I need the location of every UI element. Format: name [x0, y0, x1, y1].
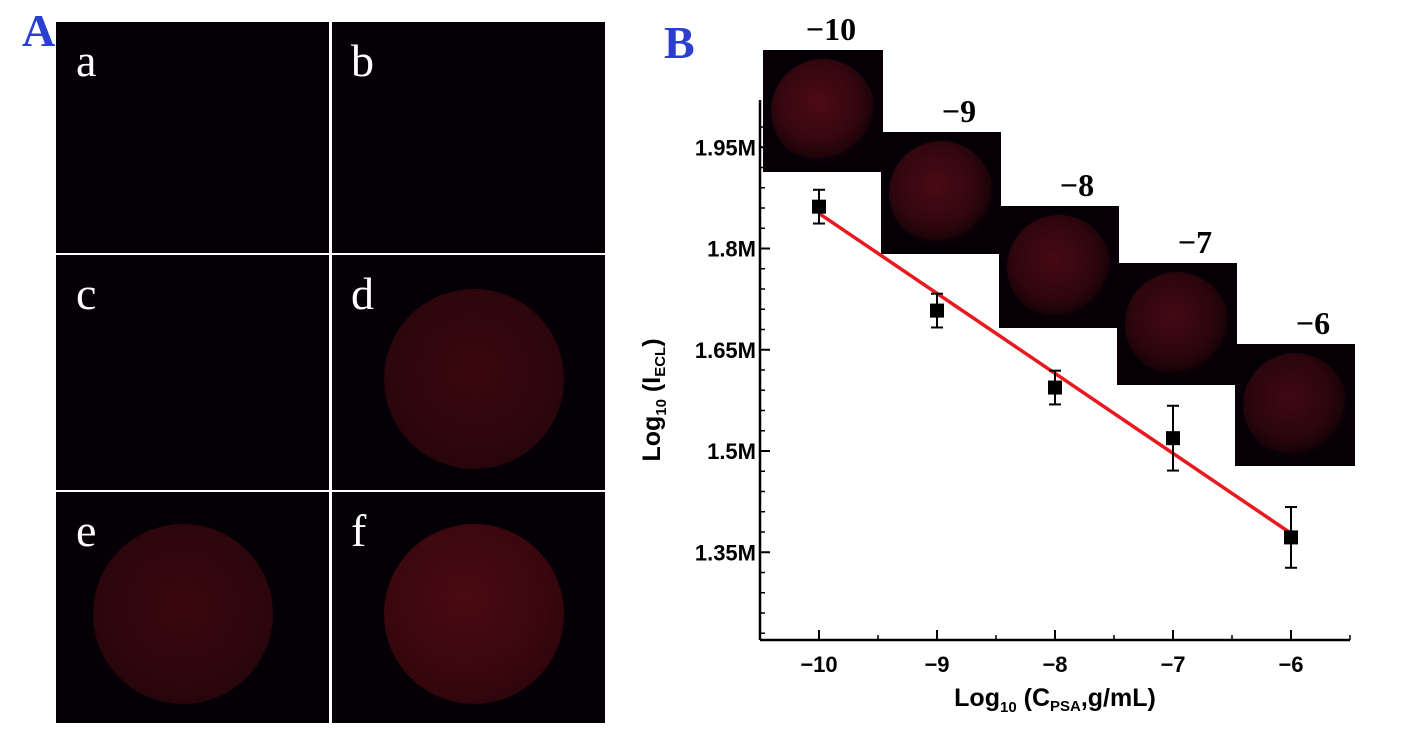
inset-label: −8	[1060, 167, 1094, 203]
x-tick-label: −10	[800, 652, 837, 677]
x-tick-label: −8	[1042, 652, 1067, 677]
x-tick-label: −9	[924, 652, 949, 677]
ecl-image-label: a	[76, 35, 97, 86]
x-tick-label: −6	[1278, 652, 1303, 677]
y-tick-label: 1.8M	[707, 237, 756, 262]
inset-emission-spot	[1007, 215, 1111, 319]
inset-emission-spot	[1125, 272, 1229, 376]
inset-label: −7	[1178, 224, 1212, 260]
y-axis-title-part: )	[638, 338, 666, 346]
x-axis-title-part: Log	[954, 684, 1000, 712]
inset-label: −10	[806, 11, 856, 47]
inset-emission-spot	[889, 141, 993, 245]
panel-a: A a b c d e f	[0, 0, 620, 745]
inset-label: −6	[1296, 305, 1330, 341]
grid-divider	[56, 490, 604, 492]
data-point	[1166, 431, 1180, 446]
panel-b-letter: B	[664, 17, 695, 68]
ecl-image-d: d	[331, 255, 605, 490]
y-axis-title-part: Log	[638, 416, 666, 462]
panel-a-letter: A	[22, 5, 56, 56]
y-tick-label: 1.65M	[695, 338, 756, 363]
inset-emission-spot	[1243, 353, 1347, 457]
grid-divider	[331, 22, 332, 724]
x-axis-title-part: PSA	[1050, 698, 1081, 715]
ecl-image-label: e	[76, 505, 97, 556]
x-axis-title-part: ,g/mL)	[1081, 684, 1156, 712]
ecl-emission-spot	[92, 523, 273, 704]
ecl-image-a: a	[56, 22, 329, 253]
y-axis-title: Log10 (IECL)	[638, 338, 670, 461]
ecl-image-label: d	[351, 268, 374, 319]
inset-emission-spot	[771, 59, 875, 163]
y-tick-label: 1.95M	[695, 135, 756, 160]
data-point	[1284, 530, 1298, 545]
grid-divider	[56, 253, 604, 255]
ecl-emission-spot	[384, 523, 564, 704]
y-tick-label: 1.35M	[695, 540, 756, 565]
ecl-image-e: e	[56, 492, 329, 723]
y-axis-title-part: (I	[638, 377, 666, 399]
ecl-emission-spot	[384, 288, 564, 469]
y-axis-title-part: 10	[653, 399, 670, 416]
ecl-image-f: f	[331, 492, 605, 723]
x-axis-title-part: 10	[1000, 699, 1017, 716]
y-tick-label: 1.5M	[707, 439, 756, 464]
x-axis-title: Log10 (CPSA,g/mL)	[954, 684, 1156, 716]
data-point	[1048, 380, 1062, 395]
ecl-image-b: b	[331, 22, 605, 253]
ecl-image-label: c	[76, 268, 97, 319]
ecl-image-label: f	[351, 505, 367, 556]
data-point	[812, 199, 826, 214]
x-axis-title-part: (C	[1017, 684, 1050, 712]
y-axis-title-part: ECL	[652, 347, 669, 377]
inset-label: −9	[942, 93, 976, 129]
data-point	[930, 303, 944, 318]
ecl-image-c: c	[56, 255, 329, 490]
calibration-chart: 1.35M 1.5M 1.65M 1.8M 1.95M −10 −9 −8 −7 −6 Log10 …	[638, 11, 1355, 716]
x-tick-label: −7	[1160, 652, 1185, 677]
ecl-image-label: b	[351, 35, 374, 86]
